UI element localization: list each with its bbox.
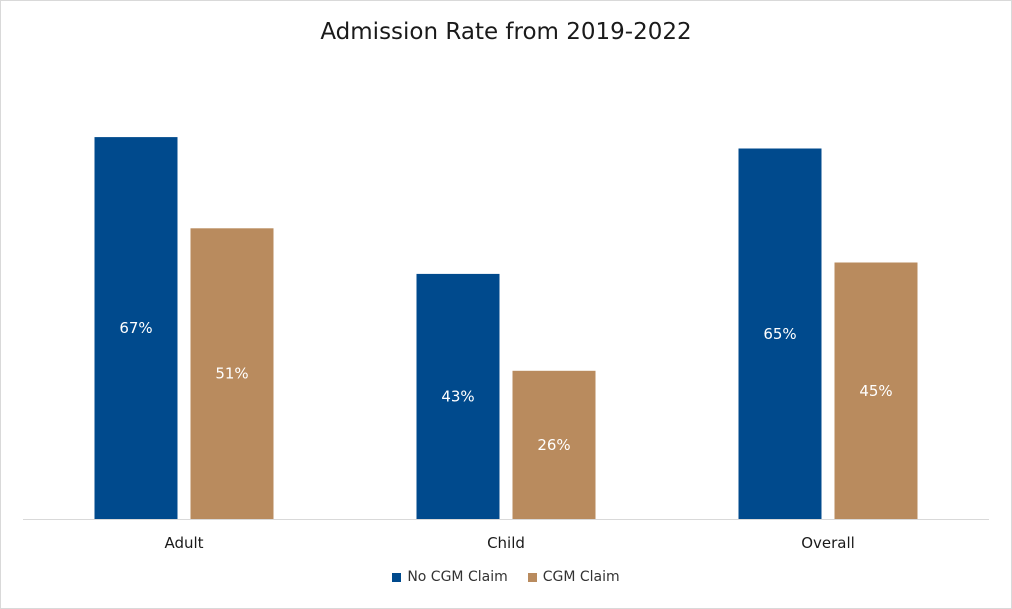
- bar-overall-no-cgm-claim: [738, 148, 822, 519]
- bar-adult-no-cgm-claim: [94, 137, 178, 519]
- legend-item-no-cgm: No CGM Claim: [392, 569, 508, 585]
- data-label-overall-cgm-claim: 45%: [859, 382, 892, 400]
- bar-adult-cgm-claim: [190, 228, 274, 520]
- data-label-adult-cgm-claim: 51%: [215, 365, 248, 383]
- legend: No CGM Claim CGM Claim: [1, 569, 1011, 585]
- legend-swatch-cgm: [527, 572, 537, 582]
- legend-label-cgm: CGM Claim: [542, 569, 620, 585]
- bar-overall-cgm-claim: [834, 262, 918, 519]
- data-label-adult-no-cgm-claim: 67%: [119, 319, 152, 337]
- legend-item-cgm: CGM Claim: [527, 569, 620, 585]
- category-label-adult: Adult: [164, 534, 203, 552]
- labels-group: 67% 51% Adult 43% 26% Child 65% 45% Overall: [119, 319, 892, 552]
- data-label-overall-no-cgm-claim: 65%: [763, 325, 796, 343]
- data-label-child-no-cgm-claim: 43%: [441, 387, 474, 405]
- data-label-child-cgm-claim: 26%: [537, 436, 570, 454]
- legend-label-no-cgm: No CGM Claim: [407, 569, 508, 585]
- chart-title: Admission Rate from 2019-2022: [320, 19, 692, 45]
- bar-child-no-cgm-claim: [416, 273, 500, 519]
- category-label-overall: Overall: [801, 534, 855, 552]
- category-label-child: Child: [487, 534, 525, 552]
- bar-child-cgm-claim: [512, 370, 596, 519]
- legend-swatch-no-cgm: [392, 572, 402, 582]
- bars-group: [94, 137, 918, 520]
